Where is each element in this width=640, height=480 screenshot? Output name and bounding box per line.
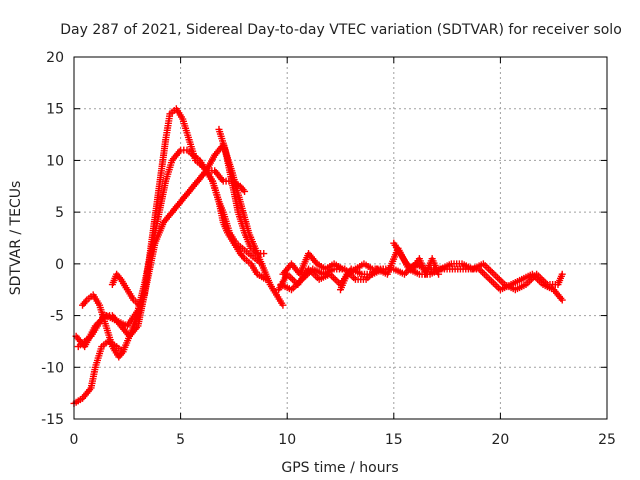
data-point: [339, 265, 347, 273]
y-tick-label: -10: [41, 360, 64, 376]
y-tick-label: 10: [46, 153, 64, 169]
y-tick-label: 15: [46, 102, 64, 118]
data-point: [558, 296, 566, 304]
series-track-b: [72, 146, 266, 351]
data-point: [241, 187, 249, 195]
series-track-j: [279, 250, 347, 278]
axis-ticks: 0 5 10 15 20 25 -15 -10 -5 0 5 10 15 20: [41, 50, 616, 448]
x-tick-label: 0: [70, 432, 79, 448]
series-track-k: [337, 260, 387, 294]
y-tick-label: -15: [41, 412, 64, 428]
x-tick-label: 20: [491, 432, 509, 448]
x-tick-label: 15: [385, 432, 403, 448]
series-track-l: [390, 239, 443, 278]
plot-frame: [73, 56, 608, 420]
grid-lines: [74, 57, 607, 419]
data-point: [279, 301, 287, 309]
series-track-f: [79, 291, 127, 361]
data-point: [558, 270, 566, 278]
x-axis-label: GPS time / hours: [281, 460, 398, 476]
data-point: [435, 270, 443, 278]
data-point: [260, 250, 268, 258]
x-tick-label: 25: [598, 432, 616, 448]
y-axis-label: SDTVAR / TECUs: [8, 181, 24, 296]
data-point: [379, 265, 387, 273]
chart-title: Day 287 of 2021, Sidereal Day-to-day VTE…: [60, 22, 622, 38]
series-track-g: [108, 270, 144, 309]
y-tick-label: 5: [55, 205, 64, 221]
series-track-e: [215, 125, 268, 258]
data-point: [136, 301, 144, 309]
data-point: [119, 348, 127, 356]
y-tick-label: 20: [46, 50, 64, 66]
y-tick-label: 0: [55, 257, 64, 273]
data-points: [70, 105, 566, 407]
y-tick-label: -5: [50, 309, 64, 325]
x-tick-label: 5: [176, 432, 185, 448]
x-tick-label: 10: [278, 432, 296, 448]
